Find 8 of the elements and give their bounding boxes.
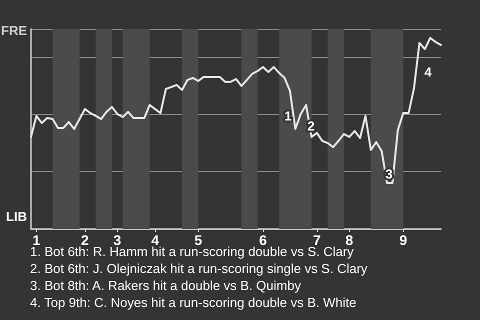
text: 3. Bot 8th: A. Rakers hit a double vs B. Quimby xyxy=(30,278,302,293)
annotation: 1 xyxy=(284,108,292,124)
x-tick-label: 9 xyxy=(399,232,408,248)
text: 2. Bot 6th: J. Olejniczak hit a run-scoring single vs S. Clary xyxy=(30,261,368,276)
annotation: 4 xyxy=(424,64,432,80)
text: FRE xyxy=(1,23,28,38)
text: 4. Top 9th: C. Noyes hit a run-scoring double vs B. White xyxy=(30,295,356,310)
text: LIB xyxy=(6,209,28,224)
